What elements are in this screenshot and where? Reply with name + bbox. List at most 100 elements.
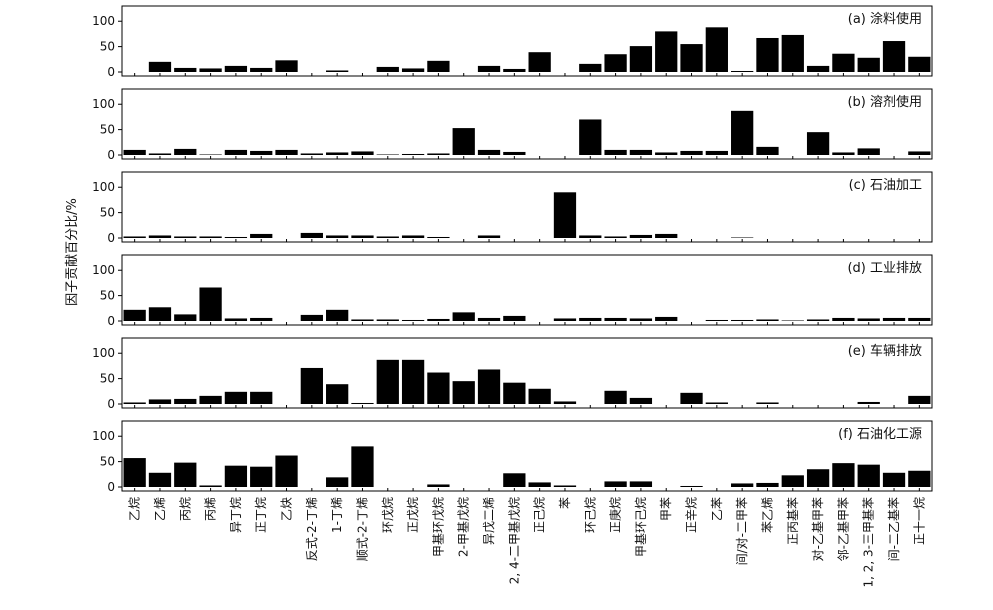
bar [452, 128, 475, 155]
bar [629, 234, 653, 238]
bar [376, 154, 399, 155]
bar [224, 236, 248, 238]
bar [503, 382, 526, 404]
bar [275, 149, 298, 155]
bar [503, 473, 526, 487]
bar [477, 149, 501, 155]
y-tick-label: 100 [92, 346, 115, 360]
panel-1: 0 50 100 (a) 涂料使用 [92, 5, 933, 79]
y-tick-label: 100 [92, 263, 115, 277]
bar [705, 27, 728, 73]
bar [427, 60, 450, 72]
bar [756, 37, 779, 72]
x-tick-label: 1-丁烯 [330, 497, 344, 533]
bar [629, 318, 653, 321]
bar [174, 67, 197, 72]
bar [756, 146, 779, 155]
bar [174, 398, 197, 404]
bar [882, 472, 906, 487]
bar [123, 236, 146, 238]
bar [503, 151, 526, 155]
bar [908, 395, 931, 404]
bar [908, 151, 931, 155]
bar [376, 319, 399, 321]
bar [705, 402, 728, 404]
panel-label: (e) 车辆排放 [848, 343, 922, 359]
bar [300, 367, 323, 404]
x-tick-label: 乙烯 [153, 497, 167, 521]
bar [401, 153, 425, 155]
x-tick-label: 1, 2, 3-三甲基苯 [862, 497, 876, 588]
panel-3: 0 50 100 (c) 石油加工 [92, 171, 933, 245]
bar [326, 70, 349, 72]
bar [199, 154, 222, 155]
x-tick-label: 苯乙烯 [760, 497, 774, 533]
bar [326, 309, 349, 321]
bar [629, 481, 653, 487]
x-tick-label: 丙烯 [204, 497, 218, 521]
x-tick-label: 环戊烷 [381, 497, 395, 533]
bar [857, 464, 880, 487]
bar [832, 463, 855, 487]
bar [224, 149, 248, 155]
panel-frame [121, 5, 933, 77]
bar [174, 148, 197, 155]
bar [604, 236, 627, 238]
bar [908, 56, 931, 72]
x-tick-label: 正丁烷 [254, 497, 268, 533]
bar [579, 119, 602, 155]
x-tick-label: 正戊烷 [406, 497, 420, 533]
bar [250, 233, 273, 238]
bar [553, 192, 577, 238]
bar [882, 317, 906, 321]
x-tick-label: 2, 4-二甲基戊烷 [507, 497, 521, 584]
bar [123, 309, 146, 321]
bar [351, 402, 374, 404]
bar [326, 235, 349, 238]
x-tick-label: 正丙基苯 [786, 497, 800, 545]
bar [148, 399, 172, 404]
bar [275, 60, 298, 72]
panel-frame [121, 420, 933, 492]
bar [731, 319, 754, 321]
bar [250, 67, 273, 72]
bar [731, 70, 754, 72]
bar [857, 148, 880, 155]
bar [427, 236, 450, 238]
bar [224, 391, 248, 404]
bar [477, 317, 501, 321]
x-tick-label: 间/对-二甲苯 [735, 497, 749, 565]
bar [629, 149, 653, 155]
bar [351, 151, 374, 155]
x-tick-label: 正己烷 [533, 497, 547, 533]
bar [908, 470, 931, 487]
bar [579, 317, 602, 321]
bar [655, 233, 678, 238]
bar [553, 485, 577, 487]
y-tick-label: 50 [100, 206, 115, 220]
y-tick-label: 50 [100, 372, 115, 386]
panel-label: (a) 涂料使用 [848, 11, 922, 27]
bar [604, 54, 627, 72]
bar [148, 307, 172, 321]
y-tick-label: 0 [107, 480, 115, 494]
bar [806, 65, 830, 72]
x-tick-label: 异戊二烯 [482, 497, 496, 545]
bar [174, 236, 197, 238]
bar [781, 475, 804, 487]
x-tick-label: 间-二乙基苯 [887, 497, 901, 561]
bar [376, 359, 399, 404]
x-tick-labels: 乙烷 乙烯 丙烷 丙烯 异丁烷 正丁烷 乙炔 反式-2-丁烯 1-丁烯 顺式-2-丁烯 环戊烷 正戊烷… [128, 497, 927, 588]
bar [351, 319, 374, 321]
y-tick-label: 50 [100, 289, 115, 303]
bar [477, 369, 501, 404]
bar [477, 65, 501, 72]
x-tick-label: 甲基环戊烷 [431, 497, 445, 557]
bar [832, 152, 855, 155]
panel-frame [121, 88, 933, 160]
panel-frame [121, 337, 933, 409]
bar [401, 68, 425, 72]
bar [756, 402, 779, 404]
bar [351, 446, 374, 487]
